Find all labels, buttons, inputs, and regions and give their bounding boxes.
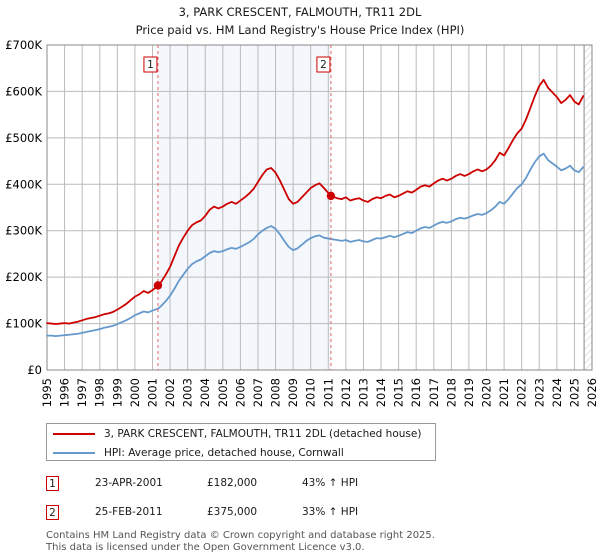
sale-marker-badge-label: 2 xyxy=(320,59,327,71)
x-axis-tick-label: 2011 xyxy=(321,378,335,407)
x-axis-tick-label: 1998 xyxy=(93,378,107,407)
x-axis-tick-label: 2010 xyxy=(304,378,318,407)
page-subtitle: Price paid vs. HM Land Registry's House … xyxy=(135,23,465,37)
chart-legend: 3, PARK CRESCENT, FALMOUTH, TR11 2DL (de… xyxy=(46,423,436,461)
price-history-chart: £0 £100K £200K £300K £400K £500K £600K £700K 199… xyxy=(5,38,599,407)
y-axis-tick-label: £500K xyxy=(5,131,42,145)
x-axis-tick-label: 2016 xyxy=(409,378,423,407)
sale-marker-dot[interactable] xyxy=(153,281,163,290)
x-axis-tick-label: 2002 xyxy=(163,378,177,407)
y-axis-tick-label: £100K xyxy=(5,317,42,331)
sale-marker-badge[interactable] xyxy=(316,56,331,73)
footer-attribution: Contains HM Land Registry data © Crown c… xyxy=(46,530,586,553)
x-axis-tick-label: 2021 xyxy=(497,378,511,407)
legend-item-hpi: HPI: Average price, detached house, Corn… xyxy=(47,444,435,462)
x-axis-tick-label: 2013 xyxy=(356,378,370,407)
title-block: 3, PARK CRESCENT, FALMOUTH, TR11 2DL Pri… xyxy=(0,0,600,37)
x-axis-tick-label: 2008 xyxy=(269,378,283,407)
x-axis-tick-label: 2004 xyxy=(198,378,212,407)
transaction-row: 2 25-FEB-2011 £375,000 33% ↑ HPI xyxy=(46,504,466,520)
transaction-price: £182,000 xyxy=(207,477,258,489)
legend-label-property: 3, PARK CRESCENT, FALMOUTH, TR11 2DL (de… xyxy=(104,428,422,440)
x-axis-tick-label: 2003 xyxy=(181,378,195,407)
x-axis-tick-label: 2014 xyxy=(374,378,388,407)
incomplete-data-band xyxy=(584,45,592,370)
x-axis-tick-label: 2009 xyxy=(286,378,300,407)
legend-swatch-hpi xyxy=(53,452,95,454)
sale-marker-badge-label: 1 xyxy=(147,59,154,71)
transaction-date: 23-APR-2001 xyxy=(95,477,163,489)
x-axis-tick-label: 2026 xyxy=(585,378,599,407)
x-axis-tick-label: 2023 xyxy=(532,378,546,407)
legend-swatch-property xyxy=(53,433,95,435)
x-axis-tick-label: 1995 xyxy=(40,378,54,407)
x-axis-tick-label: 2020 xyxy=(480,378,494,407)
y-axis-tick-label: £0 xyxy=(27,363,42,377)
transaction-row: 1 23-APR-2001 £182,000 43% ↑ HPI xyxy=(46,475,466,491)
series-line-hpi xyxy=(46,152,585,338)
x-axis-tick-label: 1997 xyxy=(75,378,89,407)
x-axis-tick-label: 1996 xyxy=(58,378,72,407)
y-axis-tick-label: £200K xyxy=(5,270,42,284)
x-axis-tick-label: 2022 xyxy=(515,378,529,407)
x-axis-tick-label: 2000 xyxy=(128,378,142,407)
y-axis-tick-label: £600K xyxy=(5,84,42,98)
footer-line-copyright: Contains HM Land Registry data © Crown c… xyxy=(46,530,435,541)
y-axis-tick-label: £400K xyxy=(5,177,42,191)
x-axis-tick-label: 2001 xyxy=(145,378,159,407)
x-axis-tick-label: 2005 xyxy=(216,378,230,407)
x-axis-tick-label: 2007 xyxy=(251,378,265,407)
sale-marker-badge[interactable] xyxy=(143,56,158,73)
transaction-price: £375,000 xyxy=(207,506,258,518)
sale-marker-dot[interactable] xyxy=(326,191,336,201)
transaction-hpi-delta: 43% ↑ HPI xyxy=(302,477,359,489)
x-axis-tick-label: 2018 xyxy=(444,378,458,407)
x-axis-tick-label: 2017 xyxy=(427,378,441,407)
legend-label-hpi: HPI: Average price, detached house, Corn… xyxy=(104,447,344,459)
transaction-badge: 2 xyxy=(46,504,59,520)
legend-item-property: 3, PARK CRESCENT, FALMOUTH, TR11 2DL (de… xyxy=(47,425,435,443)
page-title: 3, PARK CRESCENT, FALMOUTH, TR11 2DL xyxy=(178,5,422,19)
transaction-hpi-delta: 33% ↑ HPI xyxy=(302,506,359,518)
x-axis-tick-label: 2012 xyxy=(339,378,353,407)
plot-frame xyxy=(46,44,593,371)
x-axis-tick-label: 2006 xyxy=(233,378,247,407)
y-axis-tick-label: £300K xyxy=(5,224,42,238)
x-axis-tick-label: 2015 xyxy=(392,378,406,407)
x-axis-tick-label: 2024 xyxy=(550,378,564,407)
ownership-period-band xyxy=(157,45,331,370)
footer-line-licence: This data is licensed under the Open Gov… xyxy=(46,541,365,553)
x-axis-tick-label: 2025 xyxy=(567,378,581,407)
y-axis-tick-label: £700K xyxy=(5,38,42,52)
transaction-date: 25-FEB-2011 xyxy=(95,506,163,518)
x-axis-tick-label: 2019 xyxy=(462,378,476,407)
series-line-property xyxy=(46,78,585,325)
x-axis-tick-label: 1999 xyxy=(110,378,124,407)
transaction-badge: 1 xyxy=(46,475,59,491)
